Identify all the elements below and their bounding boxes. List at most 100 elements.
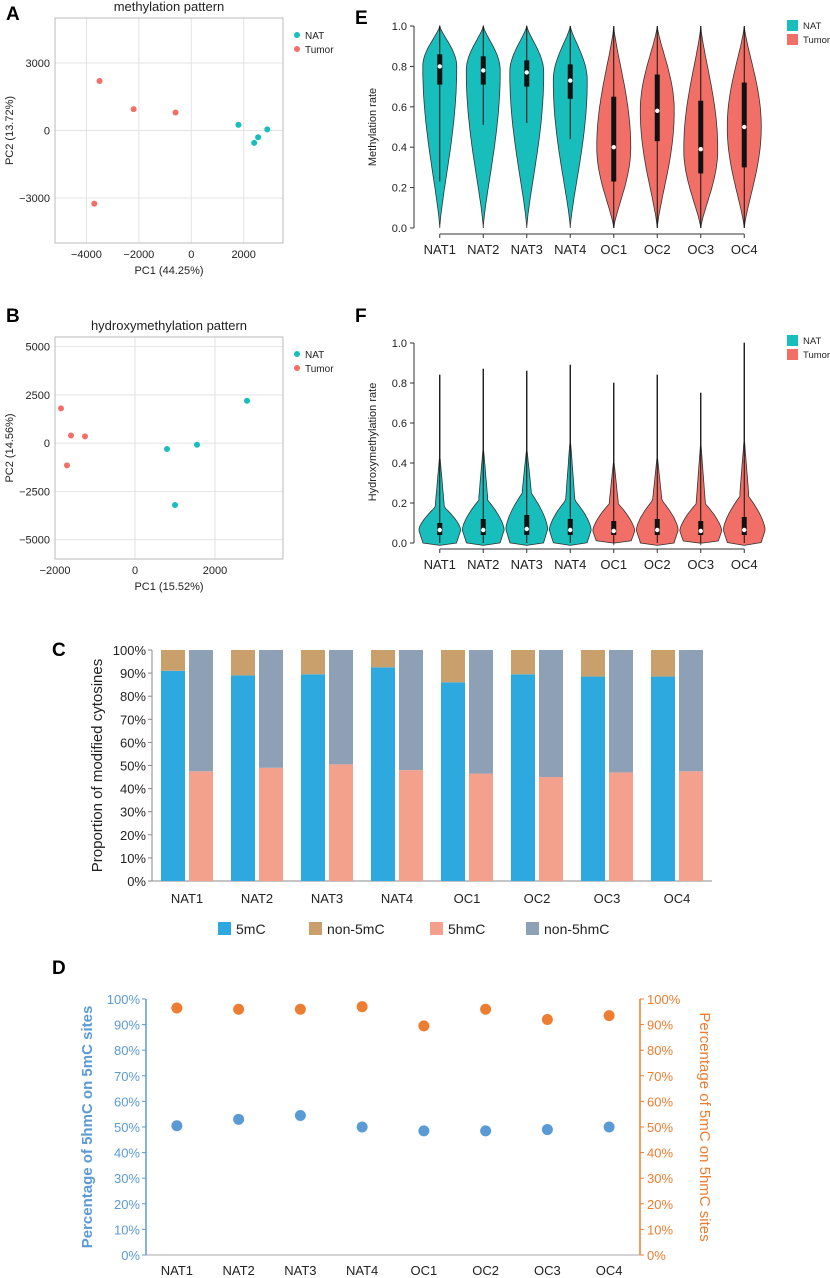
nat-point bbox=[172, 501, 178, 508]
stacked-proportion-bar-chart: 0% 10% 20% 30% 40% 50% 60% 70% 80% 90% 100% Proport… bbox=[89, 643, 712, 937]
panel-label-d: D bbox=[52, 958, 66, 979]
tumor-point bbox=[58, 405, 64, 412]
x-tick-label: NAT2 bbox=[467, 557, 499, 572]
bar-non-5mc bbox=[651, 650, 675, 677]
x-tick-label: NAT2 bbox=[222, 1263, 254, 1278]
panel-label-c: C bbox=[52, 640, 66, 661]
y-tick-label: −3000 bbox=[19, 193, 50, 205]
legend-swatch-5mc bbox=[218, 922, 231, 935]
bar-non-5mc bbox=[371, 650, 395, 668]
median-dot bbox=[568, 78, 573, 83]
y-axis-label: PC2 (14.56%) bbox=[4, 413, 16, 482]
x-tick-label: OC1 bbox=[411, 1263, 438, 1278]
bar-non-5hmc bbox=[679, 650, 703, 772]
left-y-tick-label: 90% bbox=[114, 1018, 140, 1033]
nat-point bbox=[255, 134, 262, 141]
x-tick-label: OC3 bbox=[534, 1263, 561, 1278]
bar-non-5hmc bbox=[259, 650, 283, 768]
bar-5hmc bbox=[539, 777, 563, 881]
iqr-box bbox=[698, 521, 704, 535]
y-axis-label: Methylation rate bbox=[367, 88, 379, 166]
point-5mc-on-5hmc bbox=[171, 1002, 183, 1014]
y-tick-label: 70% bbox=[120, 712, 146, 727]
legend-swatch-5hmc bbox=[430, 922, 443, 935]
x-tick-label: NAT4 bbox=[554, 242, 586, 257]
nat-point bbox=[244, 397, 250, 404]
bar-non-5hmc bbox=[469, 650, 493, 774]
left-y-tick-label: 30% bbox=[114, 1171, 140, 1186]
bar-non-5mc bbox=[511, 650, 535, 675]
pca-hydroxymethylation-chart: −2000 0 2000 −5000 −2500 0 2500 5000 hydroxymeth… bbox=[4, 318, 334, 593]
tumor-point bbox=[82, 433, 88, 440]
left-y-tick-label: 10% bbox=[114, 1222, 140, 1237]
nat-point bbox=[264, 126, 271, 133]
x-tick-label: NAT3 bbox=[511, 557, 543, 572]
tumor-point bbox=[96, 78, 103, 84]
y-tick-label: 1.0 bbox=[392, 338, 407, 350]
iqr-box bbox=[567, 519, 573, 535]
median-dot bbox=[524, 70, 529, 75]
legend-label-nat: NAT bbox=[803, 336, 821, 347]
bar-non-5hmc bbox=[189, 650, 213, 772]
x-tick-label: NAT1 bbox=[161, 1263, 193, 1278]
left-y-tick-label: 0% bbox=[121, 1248, 140, 1263]
y-axis-label: PC2 (13.72%) bbox=[4, 96, 16, 165]
left-y-tick-label: 100% bbox=[107, 992, 141, 1007]
bar-5mc bbox=[161, 670, 185, 881]
plot-border bbox=[54, 336, 284, 560]
point-5mc-on-5hmc bbox=[603, 1010, 615, 1022]
y-tick-label: 60% bbox=[120, 735, 146, 750]
x-axis-label: PC1 (44.25%) bbox=[134, 265, 203, 277]
iqr-box bbox=[524, 515, 530, 535]
left-y-tick-label: 50% bbox=[114, 1120, 140, 1135]
bar-non-5mc bbox=[161, 650, 185, 671]
y-tick-label: 100% bbox=[113, 643, 147, 658]
x-tick-label: OC3 bbox=[687, 557, 714, 572]
median-dot bbox=[568, 527, 573, 533]
iqr-box bbox=[611, 521, 617, 535]
bar-5mc bbox=[581, 676, 605, 881]
bar-non-5hmc bbox=[399, 650, 423, 771]
median-dot bbox=[611, 528, 616, 534]
panel-label-b: B bbox=[6, 306, 20, 327]
x-tick-label: OC2 bbox=[644, 242, 671, 257]
point-5mc-on-5hmc bbox=[418, 1020, 430, 1032]
y-tick-label: 0.6 bbox=[392, 102, 407, 114]
right-y-tick-label: 60% bbox=[647, 1094, 673, 1109]
legend-swatch-non-5mc bbox=[309, 922, 322, 935]
bar-5hmc bbox=[679, 771, 703, 881]
right-y-tick-label: 0% bbox=[647, 1248, 666, 1263]
right-y-tick-label: 80% bbox=[647, 1043, 673, 1058]
tumor-point bbox=[64, 462, 70, 469]
x-tick-label: NAT3 bbox=[284, 1263, 316, 1278]
x-tick-label: NAT3 bbox=[511, 242, 543, 257]
y-tick-label: 80% bbox=[120, 689, 146, 704]
x-tick-label: NAT2 bbox=[241, 891, 273, 906]
x-tick-label: 2000 bbox=[231, 249, 255, 261]
point-5mc-on-5hmc bbox=[294, 1003, 306, 1015]
point-5hmc-on-5mc bbox=[171, 1120, 183, 1132]
x-tick-label: OC1 bbox=[600, 557, 627, 572]
tumor-point bbox=[68, 432, 74, 439]
x-tick-label: OC4 bbox=[731, 242, 758, 257]
iqr-box bbox=[741, 517, 747, 535]
left-y-tick-label: 80% bbox=[114, 1043, 140, 1058]
y-tick-label: 2500 bbox=[26, 390, 50, 402]
bar-5mc bbox=[301, 674, 325, 881]
x-tick-label: 0 bbox=[188, 249, 194, 261]
point-5hmc-on-5mc bbox=[294, 1109, 306, 1121]
y-tick-label: 0.4 bbox=[392, 458, 407, 470]
dual-axis-percentage-chart: 0% 0% 10% 10% 20% 20% 30% 30% 40% 40% 50% 50% 60% 60%… bbox=[79, 992, 713, 1278]
y-tick-label: 0.0 bbox=[392, 538, 407, 550]
point-5hmc-on-5mc bbox=[418, 1125, 430, 1137]
y-tick-label: 30% bbox=[120, 805, 146, 820]
legend-label-tumor: Tumor bbox=[803, 35, 830, 46]
bar-non-5hmc bbox=[539, 650, 563, 778]
bar-5hmc bbox=[469, 773, 493, 881]
bar-5mc bbox=[441, 682, 465, 881]
x-tick-label: 0 bbox=[132, 565, 138, 577]
legend-marker-nat bbox=[294, 351, 300, 357]
tumor-point bbox=[172, 109, 179, 116]
legend-swatch-nat bbox=[787, 335, 798, 346]
x-tick-label: OC4 bbox=[664, 891, 691, 906]
